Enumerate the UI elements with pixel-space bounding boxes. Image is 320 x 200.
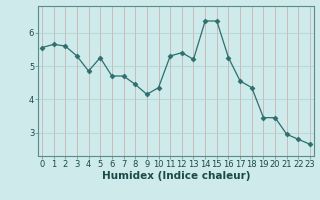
X-axis label: Humidex (Indice chaleur): Humidex (Indice chaleur) — [102, 171, 250, 181]
